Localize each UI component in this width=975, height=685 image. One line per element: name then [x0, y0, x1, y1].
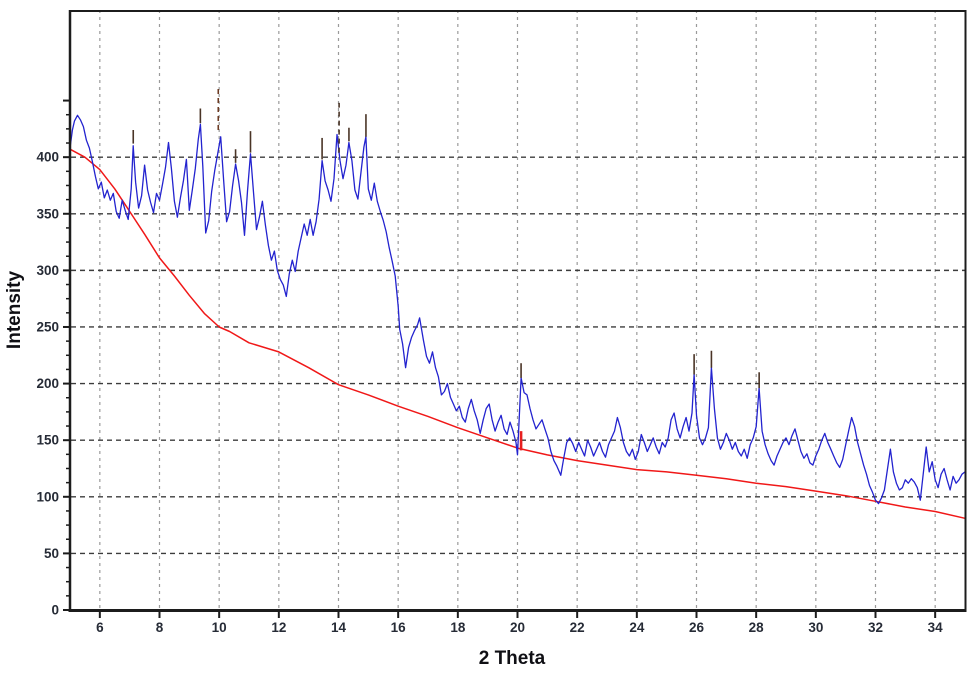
tick-label: 150 [36, 433, 59, 448]
axis-ticks [63, 99, 937, 618]
tick-label: 18 [450, 620, 466, 635]
tick-label: 30 [808, 620, 823, 635]
tick-label: 14 [331, 620, 347, 635]
tick-label: 50 [44, 546, 59, 561]
tick-label: 8 [156, 620, 164, 635]
tick-label: 20 [510, 620, 525, 635]
tick-label: 350 [36, 206, 59, 221]
plot-frame [68, 10, 967, 612]
tick-label: 200 [36, 376, 59, 391]
measured-pattern-line [69, 114, 966, 505]
peak-markers [132, 88, 760, 451]
tick-label: 24 [629, 620, 645, 635]
tick-label: 32 [868, 620, 883, 635]
tick-label: 400 [36, 150, 59, 165]
tick-label: 6 [96, 620, 104, 635]
y-axis-title: Intensity [4, 271, 25, 350]
tick-label: 22 [570, 620, 585, 635]
series-lines [69, 114, 966, 520]
tick-label: 10 [212, 620, 227, 635]
tick-label: 250 [36, 319, 59, 334]
tick-label: 26 [689, 620, 705, 635]
tick-label: 100 [36, 489, 59, 504]
tick-label: 34 [928, 620, 944, 635]
tick-label: 12 [271, 620, 286, 635]
tick-label: 0 [51, 603, 59, 618]
background-curve-line [69, 148, 966, 520]
tick-label: 16 [391, 620, 407, 635]
tick-labels: 6 8 10 12 14 16 18 20 22 24 26 28 30 32 34 0 50 100 150 200… [36, 150, 943, 635]
tick-label: 28 [749, 620, 765, 635]
x-axis-title: 2 Theta [479, 648, 546, 669]
tick-label: 300 [36, 263, 59, 278]
vertical-gridlines [99, 10, 936, 609]
